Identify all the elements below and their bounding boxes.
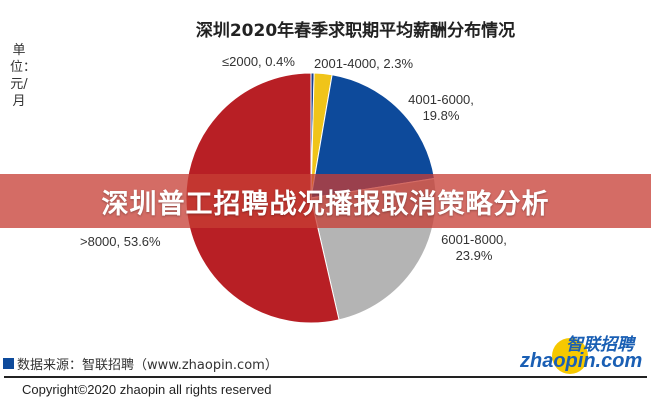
source-text: 数据来源：智联招聘（www.zhaopin.com） (17, 358, 278, 373)
logo-circle-icon (552, 338, 588, 374)
data-label-4: >8000, 53.6% (80, 234, 161, 249)
divider (4, 376, 647, 378)
data-label-0: ≤2000, 0.4% (222, 54, 295, 69)
logo-cn: 智联招聘 (566, 335, 634, 355)
data-label-3: 6001-8000, 23.9% (441, 232, 507, 263)
pie-slice-2 (310, 74, 436, 199)
chart-title: 深圳2020年春季求职期平均薪酬分布情况 (195, 21, 516, 41)
zhaopin-logo: 智联招聘 zhaopin.com (518, 330, 643, 375)
headline-banner: 深圳普工招聘战况播报取消策略分析 (0, 174, 651, 228)
data-source: 数据来源：智联招聘（www.zhaopin.com） (3, 354, 278, 373)
data-label-1: 2001-4000, 2.3% (314, 56, 414, 71)
copyright: Copyright©2020 zhaopin all rights reserv… (22, 382, 272, 397)
data-label-2: 4001-6000, 19.8% (408, 92, 474, 123)
banner-text: 深圳普工招聘战况播报取消策略分析 (101, 188, 550, 220)
source-square-icon (3, 358, 14, 369)
logo-en: zhaopin.com (520, 350, 643, 372)
